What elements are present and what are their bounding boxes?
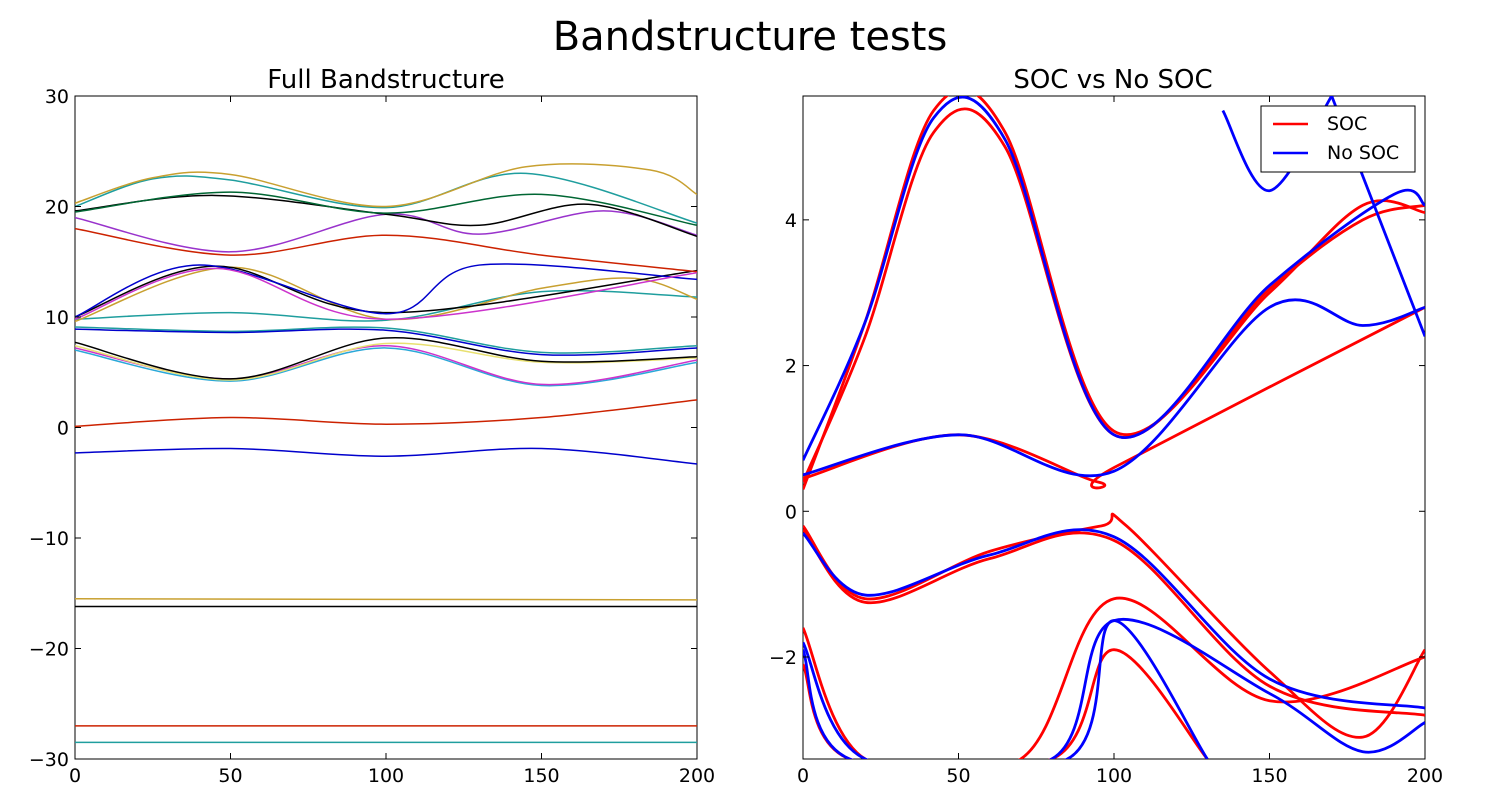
series-line-3 — [75, 598, 697, 601]
panel-title: Full Bandstructure — [267, 65, 504, 95]
series-group — [75, 163, 697, 744]
y-tick-label: 20 — [45, 197, 69, 219]
series-line-20 — [75, 191, 697, 227]
y-tick-label: −10 — [29, 528, 69, 550]
series-line-8 — [75, 342, 697, 381]
panel-title: SOC vs No SOC — [1013, 65, 1212, 95]
ticks-group: 0 50 100 150 200 −30 −20 −10 0 10 20 30 — [29, 86, 715, 787]
series-line-16 — [75, 267, 697, 320]
series-line-7 — [803, 96, 1425, 461]
series-line-18 — [75, 210, 697, 253]
x-tick-label: 0 — [797, 765, 809, 787]
y-tick-label: −2 — [769, 647, 797, 669]
series-line-4 — [803, 528, 1425, 717]
legend-label-nosoc: No SOC — [1327, 142, 1399, 164]
series-line-4 — [75, 447, 697, 465]
x-tick-label: 50 — [218, 765, 242, 787]
legend-box — [1260, 105, 1416, 173]
ticks-group: 0 50 100 150 200 −2 0 2 4 — [769, 96, 1443, 787]
series-line-10 — [803, 617, 1425, 759]
series-line-11 — [803, 619, 1209, 759]
x-tick-label: 150 — [1251, 765, 1287, 787]
x-tick-label: 200 — [679, 765, 715, 787]
x-tick-label: 200 — [1407, 765, 1443, 787]
y-tick-label: 0 — [785, 501, 797, 523]
panel-full-bandstructure: Full Bandstructure 0 50 100 150 200−30−20−10… — [29, 65, 715, 787]
figure-suptitle: Bandstructure tests — [553, 14, 948, 60]
series-line-8 — [803, 298, 1425, 478]
plot-frame — [802, 95, 1426, 760]
x-tick-label: 0 — [69, 765, 81, 787]
series-group — [803, 96, 1425, 759]
plot-frame — [74, 95, 698, 760]
x-tick-label: 100 — [368, 765, 404, 787]
series-line-5 — [75, 399, 697, 428]
series-line-9 — [803, 528, 1425, 710]
series-line-9 — [75, 337, 697, 380]
x-tick-label: 150 — [523, 765, 559, 787]
y-tick-label: −30 — [29, 749, 69, 771]
legend: SOC No SOC — [1260, 105, 1416, 173]
series-line-15 — [75, 263, 697, 318]
y-tick-label: 10 — [45, 307, 69, 329]
panel-soc-vs-nosoc: SOC vs No SOC 0 50 100 150 200 −2 0 2 4 SOC No S… — [769, 65, 1443, 787]
series-line-19 — [75, 194, 697, 238]
series-line-6 — [75, 347, 697, 387]
y-tick-label: 30 — [45, 86, 69, 108]
series-line-17 — [75, 227, 697, 273]
series-line-14 — [75, 265, 697, 318]
series-line-22 — [75, 163, 697, 208]
legend-label-soc: SOC — [1327, 113, 1367, 135]
x-tick-label: 100 — [1096, 765, 1132, 787]
series-line-11 — [75, 328, 697, 356]
y-tick-label: 4 — [785, 210, 797, 232]
series-line-3 — [803, 512, 1425, 739]
series-line-10 — [75, 326, 697, 354]
x-tick-label: 50 — [946, 765, 970, 787]
y-tick-label: 0 — [57, 418, 69, 440]
series-line-21 — [75, 172, 697, 224]
y-tick-label: 2 — [785, 356, 797, 378]
y-tick-label: −20 — [29, 639, 69, 661]
